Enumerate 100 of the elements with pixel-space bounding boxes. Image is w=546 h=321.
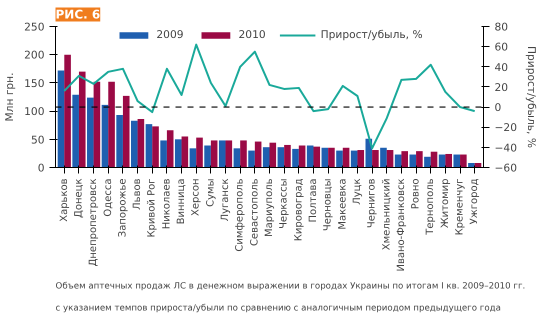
x-tick-label: Тернополь [425,178,436,236]
y-tick-label: 200 [24,48,45,62]
bar [234,148,240,168]
x-tick-label: Луцк [352,178,363,205]
x-tick-label: Кировоград [293,178,304,242]
x-tick-label: Макеевка [337,178,348,230]
bar [102,104,108,168]
x-tick-label: Харьков [58,178,70,222]
bar [166,130,174,168]
bar [108,82,115,168]
y2-tick-label: 80 [494,20,508,34]
bar [226,140,232,168]
y-axis-title: Млн грн. [3,72,16,122]
bar [394,154,402,168]
x-tick-label: Мариуполь [264,178,275,237]
y2-tick-label: 40 [494,60,508,74]
bar [386,150,394,168]
bar [174,139,182,168]
bar [196,138,203,168]
x-tick-label: Николаев [161,178,172,230]
bar [474,162,482,168]
bar [424,156,431,168]
x-tick-label: Житомир [440,178,451,228]
y-tick-label: 50 [30,133,45,146]
bar [328,148,335,168]
bar [87,98,94,168]
chart-title: РИС. 6 [56,8,100,22]
bar [190,148,196,168]
bar [357,150,364,168]
y2-tick-label: 20 [494,80,508,94]
x-tick-label: Симферополь [234,178,246,252]
x-tick-label: Сумы [205,178,216,207]
y-tick-label: 250 [24,20,45,34]
legend-label: 2009 [156,28,184,41]
bar [204,146,211,168]
x-tick-label: Кременчуг [454,178,466,236]
bar [146,124,152,168]
x-tick-label: Одесса [102,178,114,217]
x-tick-label: Черкассы [278,178,290,229]
y-tick-label: 0 [38,162,45,174]
bar [262,147,270,168]
x-tick-label: Ровно [410,178,422,210]
bar [336,150,343,168]
bar [278,147,284,168]
bar [284,144,291,168]
bar [322,148,328,168]
line-series [63,44,476,150]
x-tick-label: Львов [132,178,144,210]
legend-label: 2010 [238,28,266,41]
x-tick-label: Винница [176,178,188,224]
y2-tick-label: −20 [494,121,518,134]
x-tick-label: Запорожье [117,178,128,238]
bar [380,148,387,168]
bar [401,151,408,168]
bar [248,150,255,168]
bar [445,154,452,168]
bar [64,54,71,168]
x-tick-label: Полтава [308,178,319,223]
bar [160,140,167,168]
y-tick-label: 100 [24,105,45,118]
bar [254,142,262,168]
bar [306,146,314,168]
bar [460,154,467,168]
x-tick-label: Херсон [190,178,202,216]
bar [292,148,299,168]
bar [240,140,247,168]
bar [430,152,438,168]
text: с указанием темпов прироста/убыли по сравнению с аналогичным периодом предыдущего года [56,304,501,314]
bar [409,154,416,168]
y2-axis-title: Прирост/убыль, % [524,46,538,148]
bar [372,150,379,168]
bar [210,140,218,168]
bar [138,118,144,168]
bar [72,94,79,168]
bar [350,150,358,168]
bar [342,148,350,168]
x-tick-label: Хмельницкий [381,178,392,250]
bar [116,115,123,168]
bar [270,142,276,168]
legend-label: Прирост/убыль, % [320,28,423,41]
bar [78,72,86,168]
x-tick-label: Ивано-Франковск [396,178,407,272]
bar [416,151,423,168]
bar [438,154,446,168]
text: Объем аптечных продаж ЛС в денежном выражении в городах Украины по итогам I кв. 2009–2010 гг. [56,282,526,292]
x-tick-label: Чернигов [366,178,378,228]
bar [453,154,460,168]
x-tick-label: Днепропетровск [88,178,100,266]
bar [182,136,188,168]
bar [58,70,64,168]
bar [122,96,130,168]
x-tick-label: Луганск [220,178,232,222]
bar [298,146,306,168]
x-tick-label: Севастополь [249,178,260,246]
x-tick-label: Донецк [73,178,84,218]
x-tick-label: Кривой Рог [146,178,158,238]
bar [313,146,320,168]
x-tick-label: Черновцы [322,178,334,232]
bar [152,126,159,168]
y2-tick-label: −40 [494,141,518,154]
